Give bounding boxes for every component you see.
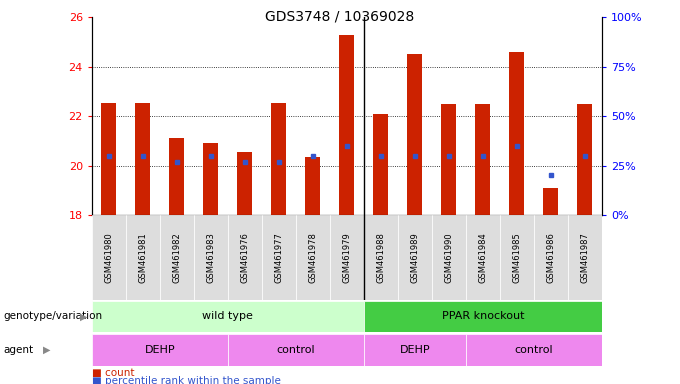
Bar [398,215,432,300]
Text: GSM461983: GSM461983 [206,232,216,283]
Text: control: control [515,345,553,355]
Bar [577,104,592,215]
Bar [92,334,228,366]
Bar [228,215,262,300]
Text: GSM461989: GSM461989 [410,232,420,283]
Bar [364,215,398,300]
Text: ▶: ▶ [80,311,88,321]
Text: GSM461979: GSM461979 [342,232,352,283]
Text: GSM461976: GSM461976 [240,232,250,283]
Bar [373,114,388,215]
Bar [568,215,602,300]
Text: GDS3748 / 10369028: GDS3748 / 10369028 [265,10,415,23]
Bar [475,104,490,215]
Text: PPAR knockout: PPAR knockout [441,311,524,321]
Bar [441,104,456,215]
Bar [228,334,364,366]
Text: GSM461981: GSM461981 [138,232,148,283]
Bar [466,215,500,300]
Bar [194,215,228,300]
Text: DEHP: DEHP [399,345,430,355]
Text: GSM461988: GSM461988 [376,232,386,283]
Text: GSM461978: GSM461978 [308,232,318,283]
Bar [432,215,466,300]
Bar [364,334,466,366]
Text: GSM461986: GSM461986 [546,232,556,283]
Bar [466,334,602,366]
Text: GSM461977: GSM461977 [274,232,284,283]
Bar [101,103,116,215]
Text: GSM461987: GSM461987 [580,232,590,283]
Bar [271,103,286,215]
Bar [500,215,534,300]
Text: GSM461985: GSM461985 [512,232,522,283]
Text: GSM461984: GSM461984 [478,232,488,283]
Bar [543,188,558,215]
Text: wild type: wild type [203,311,253,321]
Bar [126,215,160,300]
Text: ■ count: ■ count [92,368,135,378]
Bar [534,215,568,300]
Bar [305,157,320,215]
Text: control: control [277,345,315,355]
Bar [92,301,364,332]
Bar [169,138,184,215]
Bar [509,52,524,215]
Text: ■ percentile rank within the sample: ■ percentile rank within the sample [92,376,281,384]
Text: DEHP: DEHP [144,345,175,355]
Bar [407,55,422,215]
Text: GSM461990: GSM461990 [444,232,454,283]
Bar [262,215,296,300]
Text: genotype/variation: genotype/variation [3,311,103,321]
Bar [203,143,218,215]
Bar [330,215,364,300]
Bar [160,215,194,300]
Text: ▶: ▶ [43,345,50,355]
Text: agent: agent [3,345,33,355]
Bar [364,301,602,332]
Text: GSM461980: GSM461980 [104,232,114,283]
Text: GSM461982: GSM461982 [172,232,182,283]
Bar [296,215,330,300]
Bar [339,35,354,215]
Bar [135,103,150,215]
Bar [92,215,126,300]
Bar [237,152,252,215]
